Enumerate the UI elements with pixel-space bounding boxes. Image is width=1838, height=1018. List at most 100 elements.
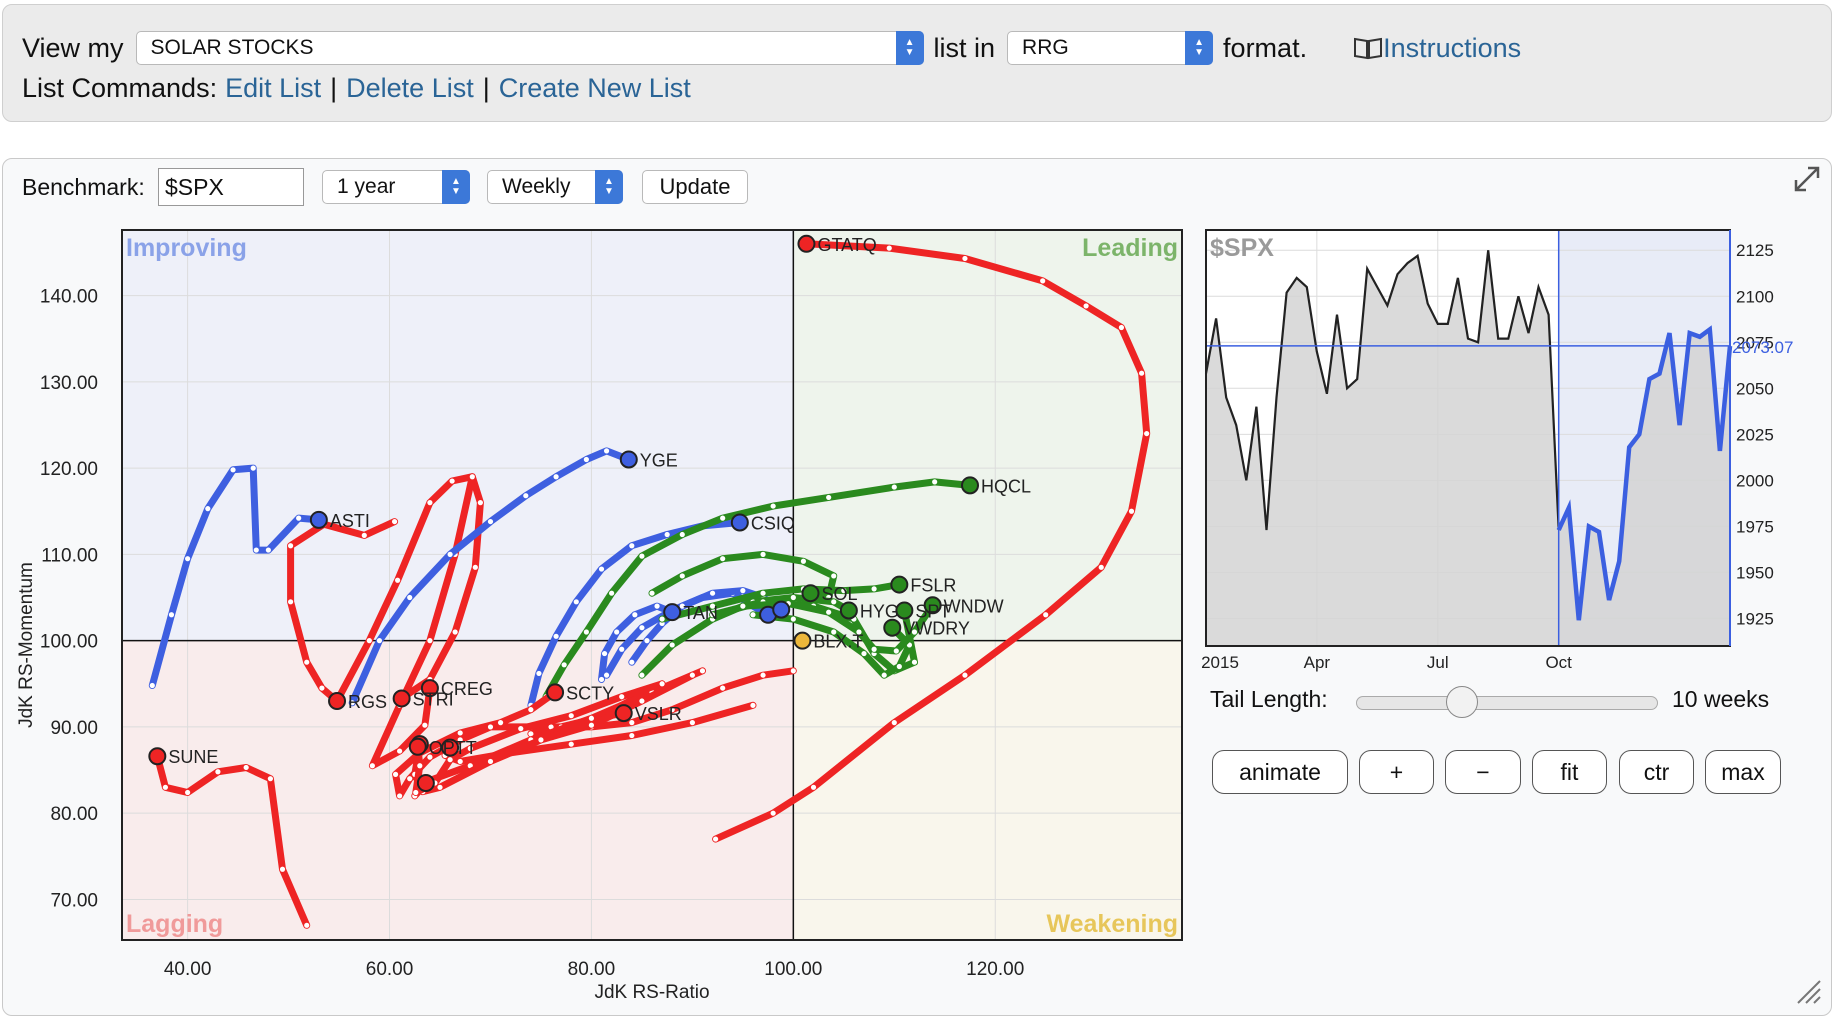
period-select-value: 1 year: [337, 175, 396, 198]
animate-button[interactable]: animate: [1212, 750, 1348, 794]
tail-point: [422, 722, 428, 728]
expand-icon[interactable]: [1792, 164, 1822, 194]
period-select[interactable]: 1 year ▲ ▼: [322, 170, 470, 204]
fit-button[interactable]: fit: [1532, 750, 1607, 794]
tail-point: [287, 543, 294, 549]
tail-point: [250, 465, 256, 471]
head-csiq: [730, 513, 749, 532]
tail-point: [427, 500, 433, 506]
tail-point: [614, 629, 620, 635]
tail-point: [720, 515, 726, 521]
tail-point: [437, 784, 443, 790]
zoom-out-button[interactable]: −: [1445, 750, 1521, 794]
tail-point: [750, 612, 756, 618]
tail-point: [427, 638, 433, 644]
max-button[interactable]: max: [1705, 750, 1781, 794]
tail-point: [447, 757, 453, 763]
label-sol: SOL: [821, 584, 857, 604]
head-yge: [619, 450, 638, 469]
spx-y-tick-label: 2050: [1736, 379, 1774, 398]
tail-point: [397, 748, 403, 754]
tail-point: [447, 551, 453, 557]
tail-point: [427, 754, 433, 760]
tail-point: [230, 467, 236, 473]
tail-point: [831, 599, 837, 605]
tail-point: [523, 493, 529, 499]
tail-point: [861, 650, 867, 657]
tail-point: [790, 616, 796, 622]
tail-point: [713, 836, 719, 842]
tail-point: [417, 763, 423, 769]
label-vslr: VSLR: [635, 704, 682, 724]
tail-point: [709, 590, 716, 596]
tail-point: [750, 702, 756, 708]
update-button[interactable]: Update: [642, 170, 748, 204]
tail-point: [287, 599, 294, 605]
tail-point: [601, 650, 608, 657]
tail-point: [1083, 303, 1089, 309]
edit-list-link[interactable]: Edit List: [225, 72, 322, 103]
head-gtatq: [797, 234, 816, 253]
tail-point: [598, 676, 605, 683]
tail-point: [185, 789, 191, 796]
tail-point: [487, 518, 494, 525]
tail-point: [699, 668, 706, 674]
delete-list-link[interactable]: Delete List: [346, 72, 474, 103]
tail-tsl: [598, 602, 676, 683]
tail-point: [659, 681, 665, 687]
tail-point: [548, 724, 554, 730]
tail-point: [1098, 564, 1104, 570]
tail-point: [896, 663, 902, 670]
view-my-label: View my: [22, 32, 124, 63]
tail-point: [1043, 612, 1049, 618]
tail-point: [243, 764, 249, 771]
label-scty: SCTY: [566, 683, 614, 703]
tail-point: [689, 672, 695, 678]
center-button[interactable]: ctr: [1619, 750, 1694, 794]
benchmark-input[interactable]: $SPX: [158, 168, 304, 206]
resize-handle-icon[interactable]: [1792, 975, 1822, 1005]
tail-point: [457, 730, 463, 736]
frequency-select[interactable]: Weekly ▲ ▼: [487, 170, 623, 204]
format-select-value: RRG: [1022, 36, 1069, 59]
tail-point: [826, 609, 832, 615]
book-icon: [1354, 37, 1383, 60]
period-stepper-icon: ▲ ▼: [442, 170, 470, 204]
head-sune: [148, 747, 167, 766]
instructions-link[interactable]: Instructions: [1353, 33, 1521, 64]
tail-length-slider-thumb[interactable]: [1446, 686, 1479, 718]
tail-point: [689, 720, 695, 726]
tail-point: [296, 515, 302, 521]
label-fslr: FSLR: [910, 576, 956, 596]
tail-point: [619, 694, 625, 700]
tail-point: [893, 648, 899, 654]
x-axis-label: JdK RS-Ratio: [594, 982, 709, 1003]
tail-point: [376, 638, 383, 644]
label-rgs: RGS: [348, 692, 387, 712]
tail-length-slider[interactable]: [1356, 686, 1658, 718]
frequency-select-value: Weekly: [502, 175, 571, 198]
tail-point: [407, 594, 413, 601]
spx-x-tick-label: Apr: [1304, 653, 1331, 672]
list-select[interactable]: SOLAR STOCKS ▲ ▼: [135, 31, 924, 65]
tail-point: [215, 769, 221, 775]
head-creg: [420, 679, 439, 698]
tail-point: [831, 573, 837, 579]
label-hyg: HYG: [860, 601, 899, 621]
tail-point: [760, 672, 766, 678]
tail-point: [871, 586, 877, 592]
tail-point: [583, 456, 589, 463]
tail-point: [962, 672, 968, 678]
tail-point: [573, 599, 579, 605]
zoom-in-button[interactable]: +: [1359, 750, 1434, 794]
tail-point: [497, 720, 504, 726]
tail-point: [891, 484, 897, 490]
head-hqcl: [961, 476, 979, 495]
create-new-list-link[interactable]: Create New List: [498, 72, 691, 103]
list-select-stepper-icon: ▲ ▼: [895, 31, 924, 65]
tail-point: [162, 784, 169, 790]
format-select[interactable]: RRG ▲ ▼: [1007, 31, 1214, 65]
tail-point: [881, 672, 887, 678]
label-blx.t: BLX.T: [813, 632, 863, 652]
